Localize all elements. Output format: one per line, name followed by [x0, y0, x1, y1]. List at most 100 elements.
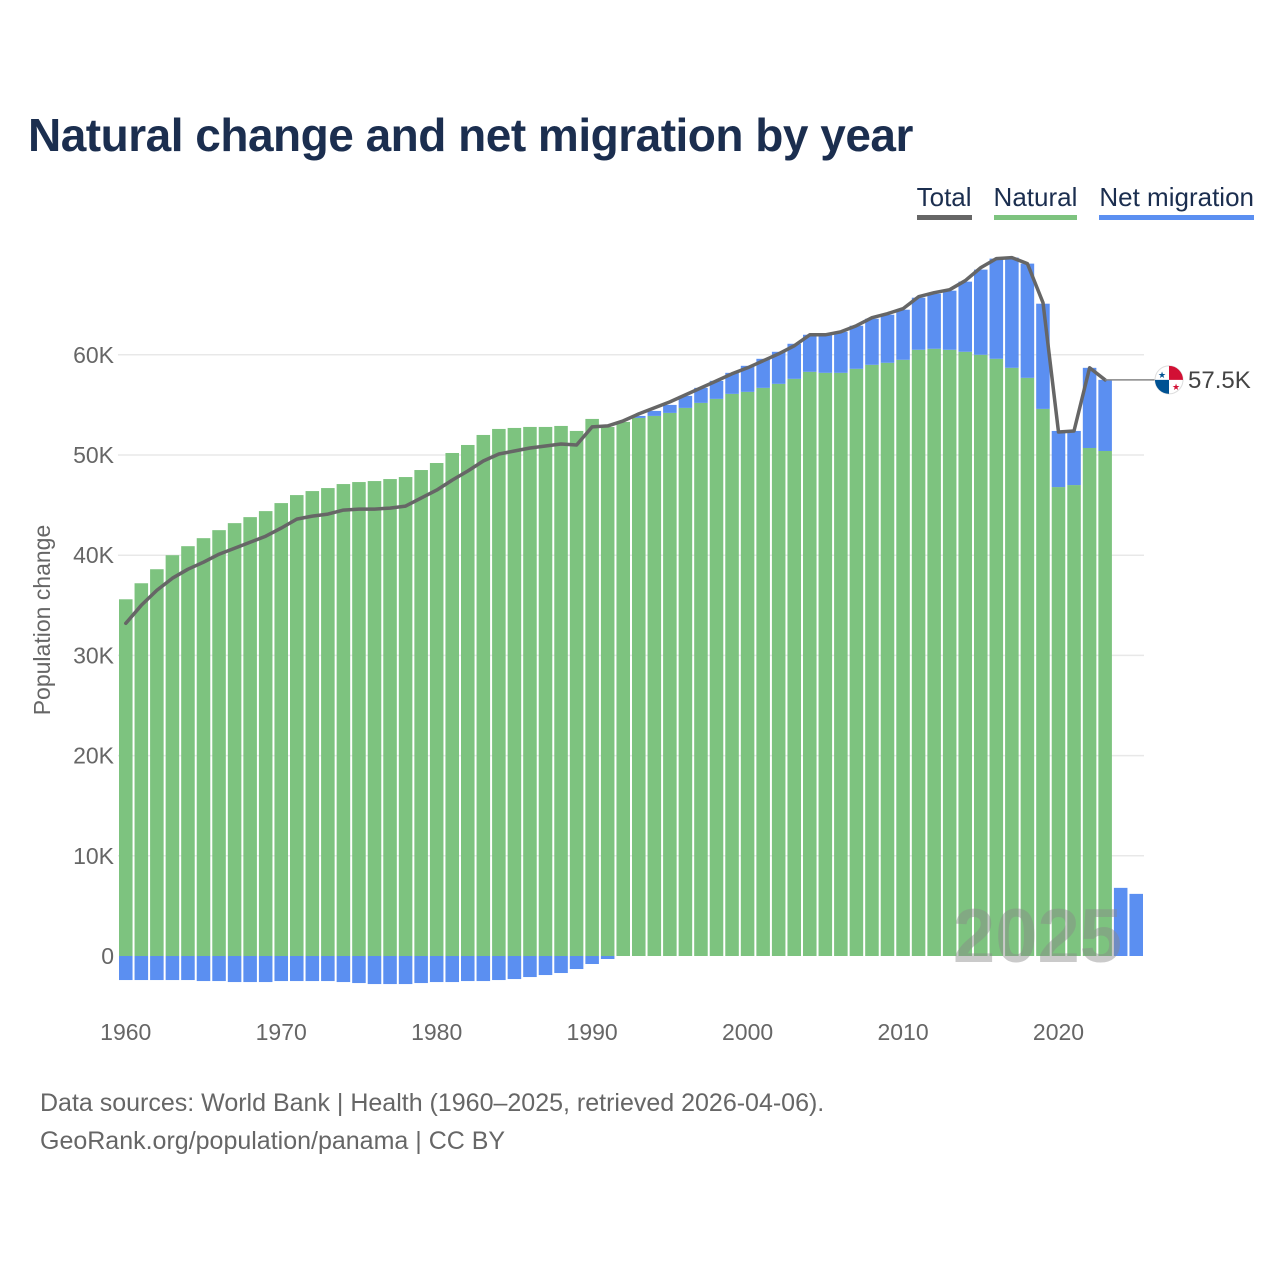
bar-net-migration[interactable]: [227, 956, 242, 983]
bar-net-migration[interactable]: [989, 258, 1004, 359]
bar-net-migration[interactable]: [243, 956, 257, 983]
bar-natural[interactable]: [1082, 447, 1097, 956]
bar-natural[interactable]: [258, 511, 273, 956]
bar-net-migration[interactable]: [1067, 430, 1081, 486]
bar-net-migration[interactable]: [1098, 379, 1112, 451]
bar-natural[interactable]: [414, 470, 428, 956]
bar-natural[interactable]: [585, 418, 599, 957]
bar-natural[interactable]: [1036, 408, 1050, 957]
bar-natural[interactable]: [958, 351, 972, 956]
bar-natural[interactable]: [616, 421, 630, 957]
bar-net-migration[interactable]: [445, 956, 459, 983]
bar-natural[interactable]: [134, 583, 149, 956]
bar-natural[interactable]: [725, 393, 739, 956]
bar-natural[interactable]: [569, 430, 584, 956]
bar-natural[interactable]: [756, 387, 770, 957]
bar-natural[interactable]: [709, 398, 724, 956]
bar-natural[interactable]: [398, 477, 413, 956]
footer-credit[interactable]: GeoRank.org/population/panama | CC BY: [40, 1127, 506, 1155]
bar-net-migration[interactable]: [942, 290, 957, 350]
bar-natural[interactable]: [290, 495, 304, 956]
bar-net-migration[interactable]: [927, 293, 941, 349]
bar-net-migration[interactable]: [134, 956, 149, 981]
series-total-line[interactable]: [124, 255, 1107, 626]
bar-natural[interactable]: [492, 428, 506, 956]
bar-natural[interactable]: [274, 503, 288, 956]
bar-natural[interactable]: [336, 484, 351, 956]
bar-natural[interactable]: [538, 426, 553, 957]
bar-net-migration[interactable]: [896, 309, 910, 360]
bar-natural[interactable]: [321, 488, 335, 956]
bar-net-migration[interactable]: [336, 956, 351, 983]
bar-net-migration[interactable]: [600, 956, 615, 960]
bar-net-migration[interactable]: [1051, 430, 1066, 488]
bar-net-migration[interactable]: [958, 281, 972, 352]
legend-item-natural[interactable]: Natural: [993, 182, 1078, 220]
bar-net-migration[interactable]: [367, 956, 382, 985]
bar-natural[interactable]: [911, 349, 926, 956]
bar-net-migration[interactable]: [694, 387, 708, 403]
bar-net-migration[interactable]: [818, 334, 833, 373]
bar-natural[interactable]: [849, 368, 864, 956]
bar-natural[interactable]: [352, 482, 366, 956]
bar-natural[interactable]: [554, 425, 568, 956]
bar-natural[interactable]: [632, 417, 646, 956]
bar-natural[interactable]: [865, 364, 879, 956]
legend-item-total[interactable]: Total: [916, 182, 972, 220]
bar-net-migration[interactable]: [523, 956, 537, 978]
bar-net-migration[interactable]: [865, 318, 879, 365]
bar-net-migration[interactable]: [507, 956, 522, 980]
bar-net-migration[interactable]: [647, 410, 662, 416]
bar-net-migration[interactable]: [756, 358, 770, 388]
bar-net-migration[interactable]: [274, 956, 288, 982]
bar-natural[interactable]: [663, 412, 677, 956]
bar-net-migration[interactable]: [1005, 257, 1019, 368]
bar-natural[interactable]: [694, 402, 708, 956]
bar-natural[interactable]: [119, 599, 133, 956]
bar-natural[interactable]: [647, 415, 662, 956]
bar-natural[interactable]: [1067, 485, 1081, 956]
bar-net-migration[interactable]: [771, 351, 786, 384]
bar-net-migration[interactable]: [461, 956, 475, 982]
bar-net-migration[interactable]: [476, 956, 491, 982]
bar-net-migration[interactable]: [787, 343, 801, 379]
bar-natural[interactable]: [927, 348, 941, 957]
bar-net-migration[interactable]: [258, 956, 273, 983]
bar-natural[interactable]: [803, 371, 817, 957]
bar-net-migration[interactable]: [709, 380, 724, 399]
bar-net-migration[interactable]: [569, 956, 584, 970]
bar-net-migration[interactable]: [1113, 887, 1128, 956]
bar-natural[interactable]: [523, 426, 537, 957]
bar-natural[interactable]: [1005, 367, 1019, 956]
bar-net-migration[interactable]: [803, 334, 817, 372]
bar-natural[interactable]: [305, 491, 320, 956]
bar-net-migration[interactable]: [414, 956, 428, 984]
bar-net-migration[interactable]: [974, 269, 988, 355]
bar-natural[interactable]: [678, 407, 693, 956]
bar-natural[interactable]: [834, 372, 848, 956]
bar-net-migration[interactable]: [321, 956, 335, 982]
bar-natural[interactable]: [1020, 377, 1035, 956]
bar-natural[interactable]: [880, 362, 895, 956]
bar-natural[interactable]: [1098, 450, 1112, 956]
bar-net-migration[interactable]: [725, 372, 739, 394]
bar-net-migration[interactable]: [1129, 893, 1143, 956]
bar-net-migration[interactable]: [849, 325, 864, 369]
bar-net-migration[interactable]: [834, 331, 848, 373]
bar-natural[interactable]: [507, 427, 522, 956]
bar-net-migration[interactable]: [150, 956, 164, 981]
bar-net-migration[interactable]: [290, 956, 304, 982]
bar-net-migration[interactable]: [740, 365, 755, 392]
bar-net-migration[interactable]: [383, 956, 397, 985]
bar-natural[interactable]: [740, 391, 755, 956]
bar-net-migration[interactable]: [196, 956, 211, 982]
bar-natural[interactable]: [383, 479, 397, 956]
bar-net-migration[interactable]: [678, 395, 693, 408]
bar-net-migration[interactable]: [538, 956, 553, 976]
bar-net-migration[interactable]: [632, 415, 646, 418]
bar-natural[interactable]: [476, 434, 491, 957]
bar-net-migration[interactable]: [1020, 263, 1035, 378]
bar-natural[interactable]: [989, 358, 1004, 957]
bar-natural[interactable]: [243, 517, 257, 956]
bar-natural[interactable]: [974, 354, 988, 956]
